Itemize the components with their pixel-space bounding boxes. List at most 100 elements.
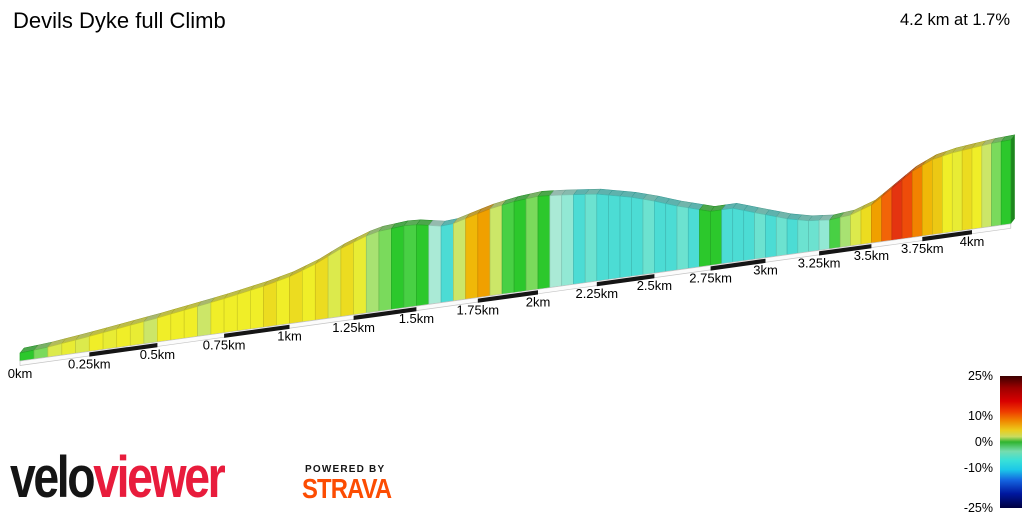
- gradient-stripe: [797, 219, 809, 254]
- ruler-black-segment: [710, 258, 766, 271]
- page-title: Devils Dyke full Climb: [13, 8, 226, 33]
- gradient-stripe: [391, 225, 405, 310]
- gradient-stripe: [116, 324, 131, 348]
- gradient-stripe: [786, 218, 799, 256]
- gradient-stripe: [921, 159, 933, 237]
- gradient-stripe: [676, 205, 689, 271]
- gradient-stripe: [654, 200, 667, 274]
- gradient-stripe: [619, 195, 632, 279]
- gradient-stripe: [971, 145, 983, 230]
- gradient-stripe: [765, 214, 777, 259]
- logo-viewer-text: viewer: [93, 445, 225, 510]
- gradient-stripe: [276, 276, 290, 326]
- gradient-stripe: [314, 255, 329, 321]
- gradient-stripe: [453, 218, 467, 302]
- gradient-stripe: [440, 223, 454, 304]
- gradient-stripe: [197, 302, 212, 337]
- gradient-stripe: [818, 219, 831, 251]
- x-tick-label: 0km: [8, 366, 33, 381]
- gradient-stripe: [157, 313, 172, 343]
- gradient-stripe: [501, 201, 515, 295]
- profile-top-surface: [19, 134, 1016, 354]
- gradient-stripe: [327, 248, 342, 319]
- gradient-stripe: [573, 194, 586, 285]
- gradient-stripe: [236, 290, 251, 332]
- gradient-stripe: [489, 204, 503, 297]
- ruler-black-segment: [819, 244, 872, 256]
- veloviewer-logo: veloviewer: [10, 449, 226, 507]
- gradient-stripe: [961, 147, 973, 231]
- gradient-stripe: [170, 309, 185, 341]
- gradient-stripe: [881, 187, 893, 243]
- gradient-stripe: [942, 152, 953, 234]
- gradient-stripe: [1000, 139, 1012, 226]
- x-tick-label: 0.25km: [68, 356, 111, 371]
- gradient-stripe: [911, 165, 923, 238]
- ruler-black-segment: [596, 274, 655, 287]
- gradient-stripe: [699, 209, 711, 268]
- x-tick-label: 2.25km: [575, 286, 618, 301]
- gradient-stripe: [596, 193, 609, 282]
- x-tick-label: 4km: [960, 234, 985, 249]
- gradient-stripe: [850, 209, 862, 247]
- x-tick-label: 0.75km: [203, 338, 246, 353]
- gradient-stripe: [561, 194, 574, 287]
- gradient-stripe: [525, 195, 539, 292]
- gradient-stripe: [365, 230, 380, 314]
- gradient-stripe: [732, 207, 745, 263]
- legend-label-10: 10%: [967, 408, 993, 423]
- x-tick-label: 3km: [753, 263, 778, 278]
- gradient-stripe: [403, 224, 417, 309]
- gradient-stripe: [250, 285, 264, 330]
- ruler-black-segment: [224, 324, 290, 338]
- gradient-stripe: [102, 328, 118, 350]
- gradient-stripe: [143, 317, 158, 345]
- gradient-stripe: [302, 263, 316, 323]
- legend-label-neg10: -10%: [963, 461, 993, 476]
- gradient-stripe: [754, 212, 766, 260]
- gradient-stripe: [839, 214, 851, 248]
- gradient-stripe: [465, 213, 479, 300]
- x-tick-label: 3.25km: [798, 255, 841, 270]
- strava-logo: STRAVA: [302, 473, 392, 504]
- gradient-stripe: [743, 210, 755, 262]
- profile-end-cap: [1010, 134, 1015, 224]
- legend-label-25: 25%: [967, 369, 993, 383]
- gradient-stripe: [981, 143, 992, 229]
- gradient-stripe: [537, 195, 551, 290]
- gradient-stripe: [289, 270, 303, 325]
- gradient-stripe: [428, 225, 442, 305]
- gradient-stripe: [88, 332, 104, 352]
- gradient-stripe: [775, 216, 788, 257]
- x-tick-label: 2.75km: [689, 270, 732, 285]
- x-tick-label: 3.75km: [901, 241, 944, 256]
- powered-by-label: POWERED BY: [305, 464, 386, 475]
- gradient-stripe: [631, 196, 644, 277]
- gradient-stripe: [584, 193, 598, 284]
- x-tick-label: 3.5km: [854, 248, 889, 263]
- ruler-black-segment: [89, 343, 158, 357]
- gradient-stripe: [340, 241, 354, 317]
- gradient-stripe: [608, 194, 621, 280]
- ruler-black-segment: [477, 290, 538, 303]
- gradient-stripe: [477, 208, 491, 298]
- gradient-stripe: [210, 298, 225, 335]
- x-tick-label: 2km: [526, 294, 551, 309]
- x-tick-label: 0.5km: [140, 347, 175, 362]
- distance-ruler: [19, 223, 1012, 366]
- x-tick-label: 1.75km: [456, 303, 499, 318]
- end-cap-face: [1010, 134, 1015, 224]
- gradient-stripe: [549, 194, 563, 288]
- climb-summary-stat: 4.2 km at 1.7%: [899, 11, 1010, 29]
- gradient-stripe: [416, 224, 430, 307]
- gradient-stripe: [223, 294, 238, 334]
- x-tick-label: 1.5km: [399, 311, 434, 326]
- gradient-stripe: [353, 235, 367, 316]
- legend-label-neg25: -25%: [963, 501, 993, 512]
- gradient-stripe: [871, 196, 883, 244]
- gradient-stripe: [642, 198, 655, 276]
- gradient-legend-colorbar: [1000, 376, 1022, 508]
- gradient-stripe: [991, 141, 1002, 227]
